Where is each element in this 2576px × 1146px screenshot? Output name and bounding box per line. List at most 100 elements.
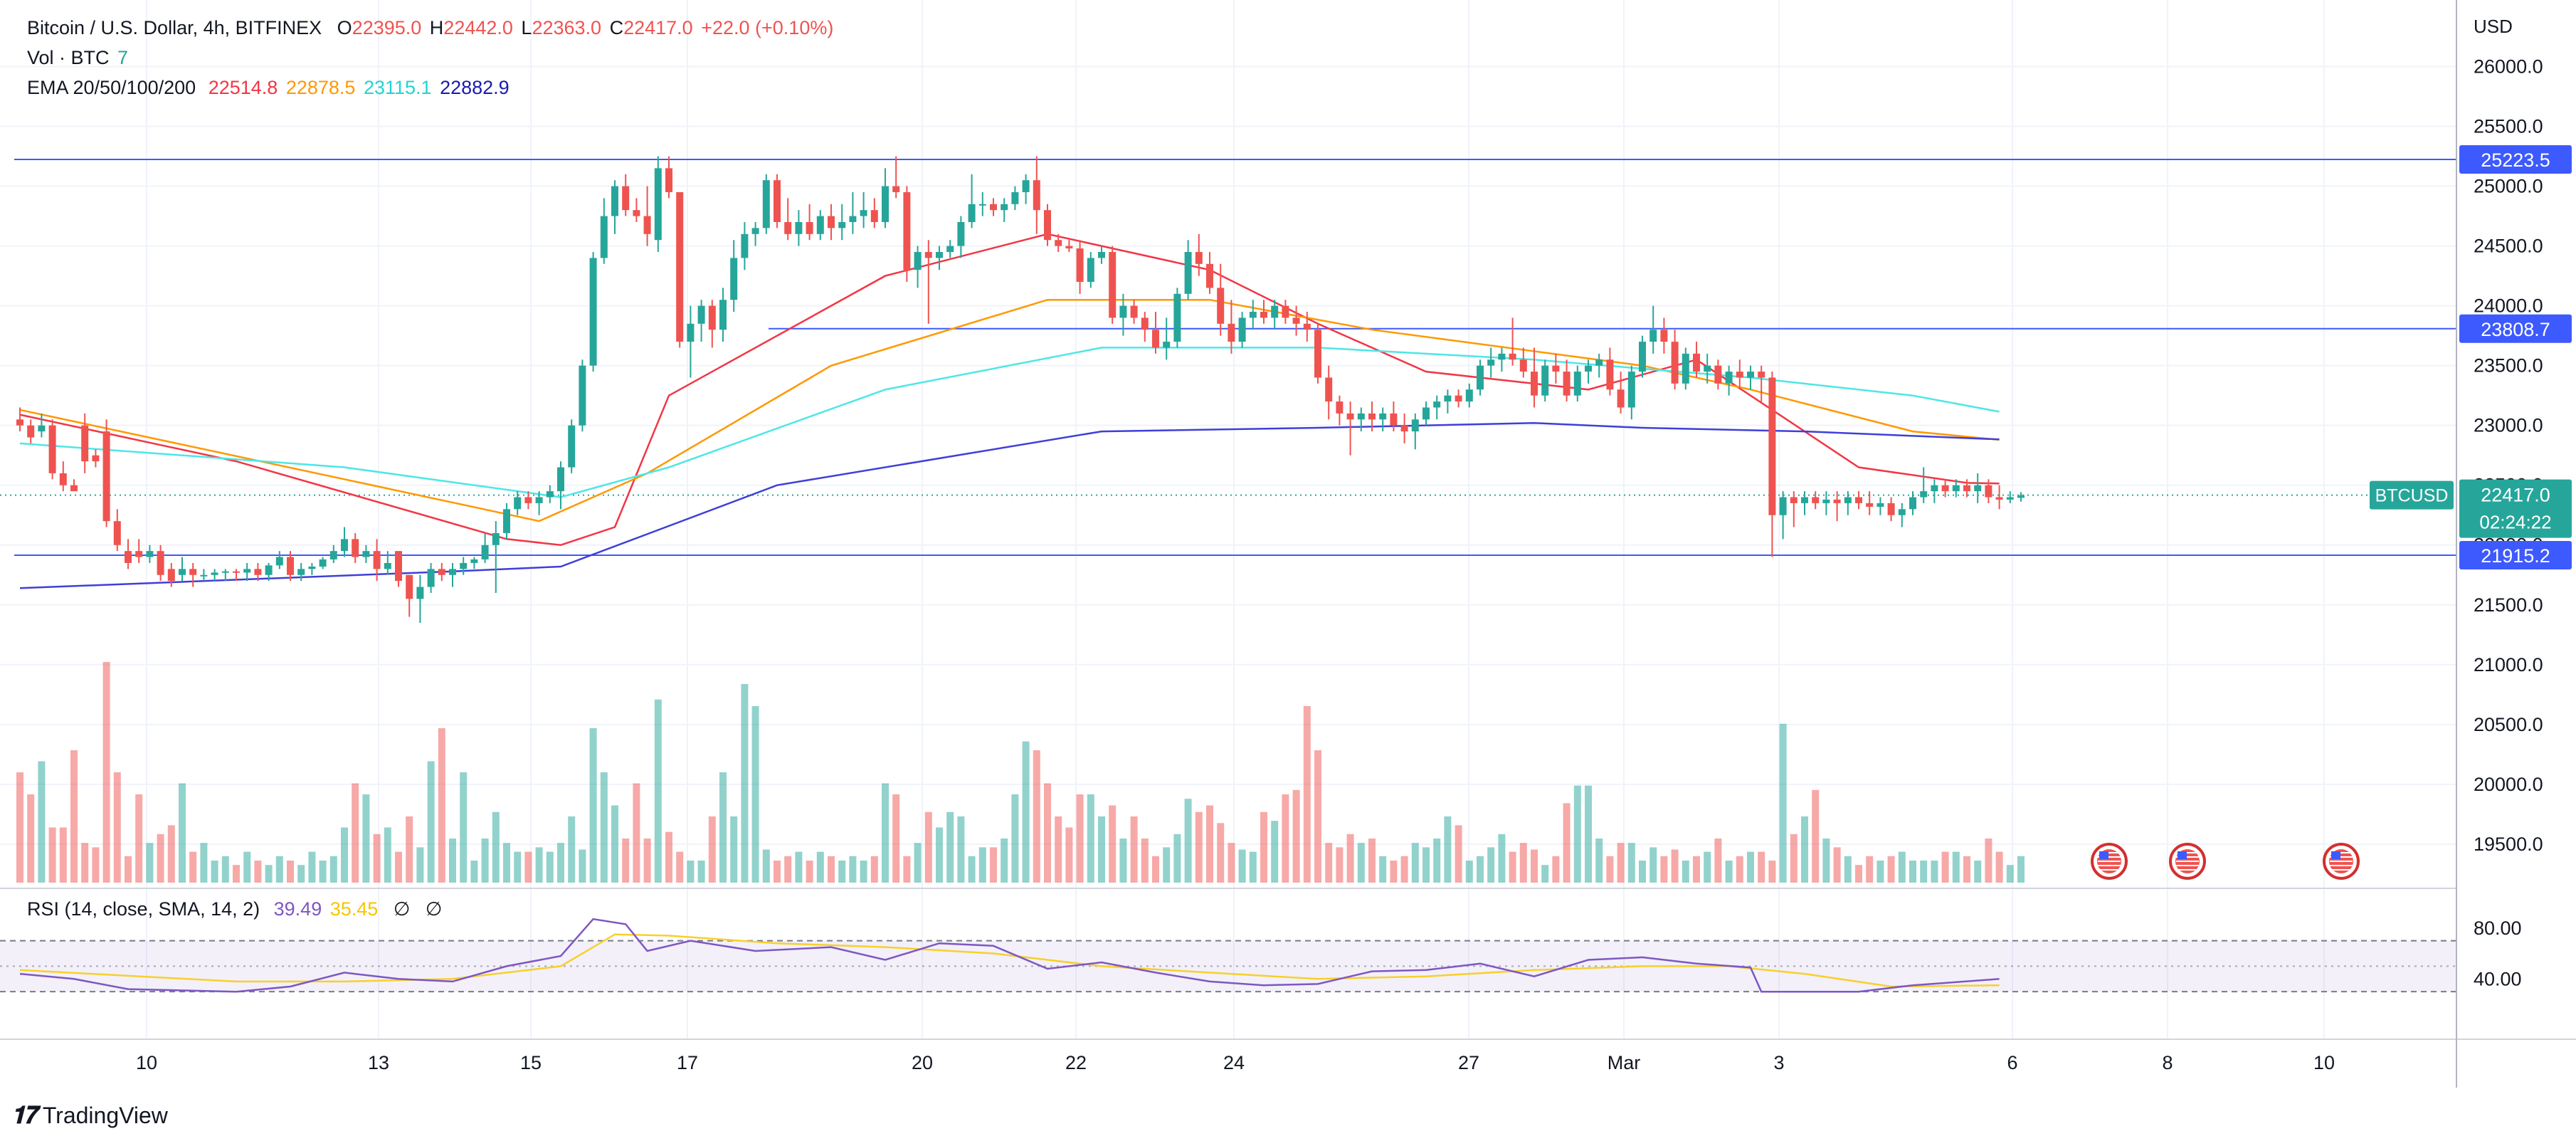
volume-bar [762, 849, 770, 883]
candle-body [1271, 305, 1279, 318]
rsi-axis[interactable]: 80.00 40.00 [2474, 918, 2522, 990]
candle-body [81, 425, 89, 462]
volume-bar [1519, 843, 1527, 883]
volume-bar [265, 865, 273, 883]
candle-body [1292, 317, 1300, 324]
price-axis[interactable]: USD 26000.0 25500.0 25000.0 24500.0 24000.0 2… [2474, 16, 2543, 855]
candle-body [1141, 317, 1149, 330]
volume-bar [1563, 803, 1571, 883]
volume-bar [70, 750, 78, 883]
volume-bar [1963, 856, 1970, 883]
symbol-title[interactable]: Bitcoin / U.S. Dollar, 4h, BITFINEX [27, 17, 322, 38]
candle-body [654, 168, 662, 241]
volume-bar [1195, 811, 1203, 883]
candle-body [384, 562, 391, 569]
candle-body [1931, 485, 1938, 492]
candle-body [243, 569, 251, 573]
candle-body [1433, 401, 1441, 408]
volume-bar [1325, 843, 1333, 883]
volume-bar [741, 684, 749, 883]
rsi-label[interactable]: RSI (14, close, SMA, 14, 2) [27, 898, 260, 920]
us-flag-icon[interactable] [2169, 843, 2206, 880]
time-tick-label: 15 [520, 1052, 542, 1073]
time-axis[interactable]: 10 13 15 17 20 22 24 27 Mar 3 6 8 10 [136, 1052, 2335, 1073]
candle-body [1346, 413, 1354, 420]
volume-bar [903, 856, 911, 883]
candle-body [1660, 330, 1668, 342]
us-flag-icon[interactable] [2323, 843, 2360, 880]
tradingview-logo[interactable]: 𝟏𝟕 TradingView [11, 1102, 168, 1130]
time-tick-label: 10 [136, 1052, 157, 1073]
time-tick-label: 8 [2162, 1052, 2173, 1073]
volume-bar [200, 843, 208, 883]
volume-bar [1866, 856, 1874, 883]
volume-bar [936, 827, 943, 883]
volume-bar [125, 856, 132, 883]
volume-bar [946, 811, 954, 883]
volume-bar [1303, 706, 1311, 883]
volume-bar [1141, 839, 1149, 883]
candle-body [1336, 401, 1344, 414]
flag-canton [2331, 851, 2340, 859]
volume-bar [167, 825, 175, 883]
ema50-line [19, 298, 2000, 522]
volume-bar [113, 772, 121, 883]
volume-bar [416, 847, 424, 883]
candle-body [719, 300, 727, 330]
candle-body [59, 473, 67, 485]
rsi-legend: RSI (14, close, SMA, 14, 2) 39.49 35.45 … [27, 898, 445, 920]
candle-body [1055, 240, 1062, 246]
candle-body [1704, 365, 1711, 372]
rsi-tick-label: 40.00 [2474, 968, 2522, 989]
candle-body [1758, 372, 1765, 378]
candle-body [16, 419, 23, 426]
price-tick-label: 21000.0 [2474, 654, 2543, 675]
volume-bar [1531, 849, 1538, 883]
rsi-lines [19, 918, 2000, 993]
volume-label[interactable]: Vol · BTC [27, 47, 110, 68]
level-price-text: 25223.5 [2481, 149, 2550, 171]
close-label: C [609, 17, 624, 38]
candle-body [936, 251, 943, 258]
candle-body [546, 491, 554, 498]
volume-bar [838, 861, 846, 883]
volume-bar [968, 856, 976, 883]
volume-bar [1411, 843, 1419, 883]
horizontal-levels[interactable] [14, 159, 2456, 556]
volume-bar [774, 861, 781, 883]
volume-bar [1444, 816, 1452, 883]
candle-body [167, 569, 175, 582]
volume-bar [1790, 834, 1798, 883]
candle-body [503, 509, 510, 533]
candle-body [741, 233, 749, 258]
ema200-value: 22882.9 [440, 77, 510, 98]
ema100-value: 23115.1 [363, 77, 432, 98]
candle-body [1887, 503, 1895, 515]
volume-bar [341, 827, 348, 883]
volume-bar [157, 834, 164, 883]
candle-body [1671, 342, 1679, 384]
candle-body [1444, 395, 1452, 402]
candle-body [449, 569, 456, 575]
volume-bar [1974, 861, 1982, 883]
candle-body [774, 180, 781, 222]
candle-body [481, 545, 489, 559]
time-tick-label: 24 [1223, 1052, 1245, 1073]
candle-body [1173, 293, 1181, 342]
low-value: 22363.0 [532, 17, 602, 38]
candlesticks [16, 156, 2025, 623]
us-flag-icon[interactable] [2091, 843, 2128, 880]
candle-body [1217, 288, 1225, 324]
volume-bar [1055, 816, 1062, 883]
price-tick-label: 24000.0 [2474, 295, 2543, 317]
time-tick-label: 17 [677, 1052, 698, 1073]
candle-body [1563, 372, 1571, 396]
volume-bar [1952, 851, 1960, 883]
volume-bar [470, 861, 478, 883]
countdown-text: 02:24:22 [2479, 512, 2551, 533]
time-tick-label: Mar [1608, 1052, 1641, 1073]
economic-events[interactable] [2091, 843, 2360, 880]
candle-body [730, 258, 738, 300]
ema-label[interactable]: EMA 20/50/100/200 [27, 77, 196, 98]
